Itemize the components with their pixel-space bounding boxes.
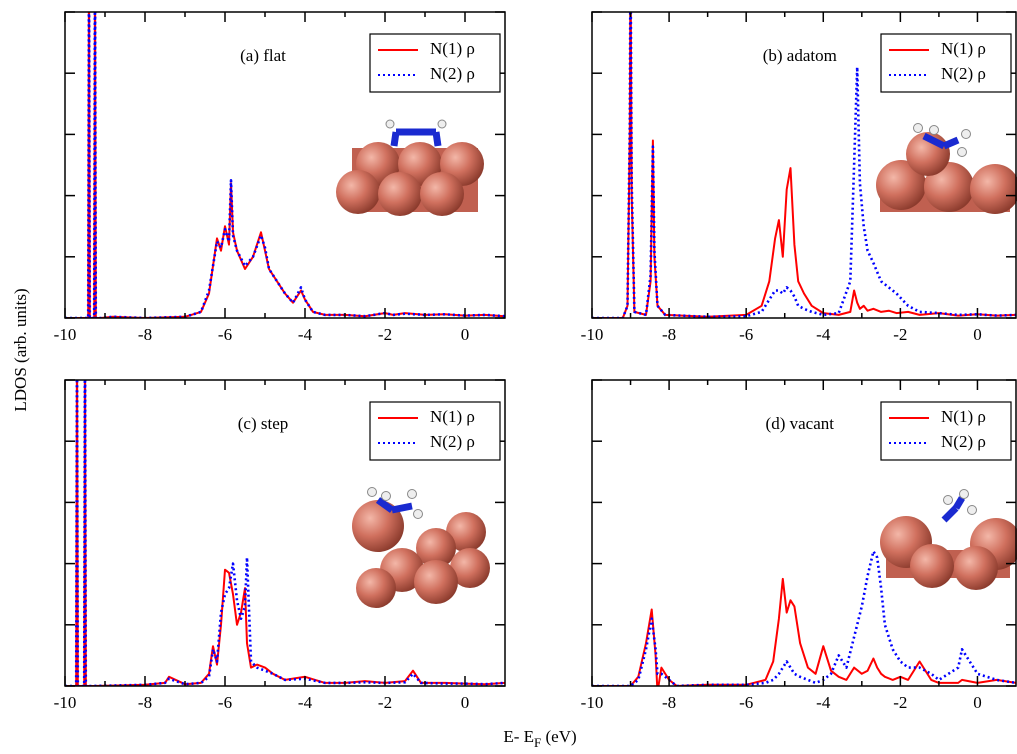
ldos-line — [592, 550, 1016, 686]
x-tick-label: -4 — [298, 325, 313, 344]
x-tick-label: -4 — [816, 325, 831, 344]
x-tick-label: 0 — [973, 693, 982, 712]
panel-title: (c) step — [238, 414, 289, 433]
panel-title: (b) adatom — [763, 46, 837, 65]
legend-label: N(2) ρ — [430, 64, 475, 83]
x-tick-label: -2 — [378, 325, 392, 344]
ldos-line — [65, 380, 505, 686]
x-tick-label: -10 — [54, 325, 77, 344]
legend-box — [880, 33, 1012, 93]
x-tick-label: -2 — [378, 693, 392, 712]
x-tick-label: -8 — [138, 325, 152, 344]
plot-frame — [64, 11, 506, 319]
x-label-part: (eV) — [541, 727, 576, 746]
ldos-line — [592, 12, 1016, 318]
legend-box — [369, 401, 501, 461]
x-tick-label: -8 — [662, 693, 676, 712]
legend-label: N(1) ρ — [941, 39, 986, 58]
ldos-line — [592, 577, 1016, 686]
plot-area — [65, 380, 505, 686]
panel-title: (d) vacant — [766, 414, 835, 433]
ldos-line — [65, 380, 505, 686]
x-tick-label: -4 — [816, 693, 831, 712]
legend-box — [880, 401, 1012, 461]
y-axis-label: LDOS (arb. units) — [11, 288, 30, 411]
x-tick-label: -10 — [581, 693, 604, 712]
legend-label: N(1) ρ — [430, 39, 475, 58]
legend-label: N(2) ρ — [941, 432, 986, 451]
inset-adatom — [876, 123, 1017, 214]
plot-area — [592, 550, 1016, 686]
x-tick-label: -6 — [218, 325, 232, 344]
x-tick-label: -6 — [218, 693, 232, 712]
plot-frame — [64, 379, 506, 687]
legend-label: N(2) ρ — [941, 64, 986, 83]
panel-title: (a) flat — [240, 46, 286, 65]
legend-label: N(2) ρ — [430, 432, 475, 451]
x-tick-label: -6 — [739, 325, 753, 344]
x-tick-label: -8 — [662, 325, 676, 344]
inset-vacant — [880, 489, 1017, 590]
inset-flat — [336, 119, 484, 216]
legend-label: N(1) ρ — [430, 407, 475, 426]
legend-label: N(1) ρ — [941, 407, 986, 426]
ldos-line — [592, 12, 1016, 318]
x-tick-label: -2 — [893, 325, 907, 344]
x-tick-label: 0 — [461, 693, 470, 712]
x-tick-label: 0 — [973, 325, 982, 344]
inset-step — [352, 487, 490, 608]
x-label-part: E- E — [503, 727, 534, 746]
x-label-sub: F — [534, 735, 541, 750]
plot-frame — [591, 11, 1017, 319]
x-tick-label: -10 — [54, 693, 77, 712]
plot-frame — [591, 379, 1017, 687]
x-tick-label: -2 — [893, 693, 907, 712]
x-axis-label: E- EF (eV) — [503, 727, 576, 750]
x-tick-label: -10 — [581, 325, 604, 344]
plot-area — [592, 12, 1016, 318]
x-tick-label: -4 — [298, 693, 313, 712]
plot-area — [65, 12, 505, 318]
x-tick-label: -6 — [739, 693, 753, 712]
x-tick-label: -8 — [138, 693, 152, 712]
x-tick-label: 0 — [461, 325, 470, 344]
legend-box — [369, 33, 501, 93]
